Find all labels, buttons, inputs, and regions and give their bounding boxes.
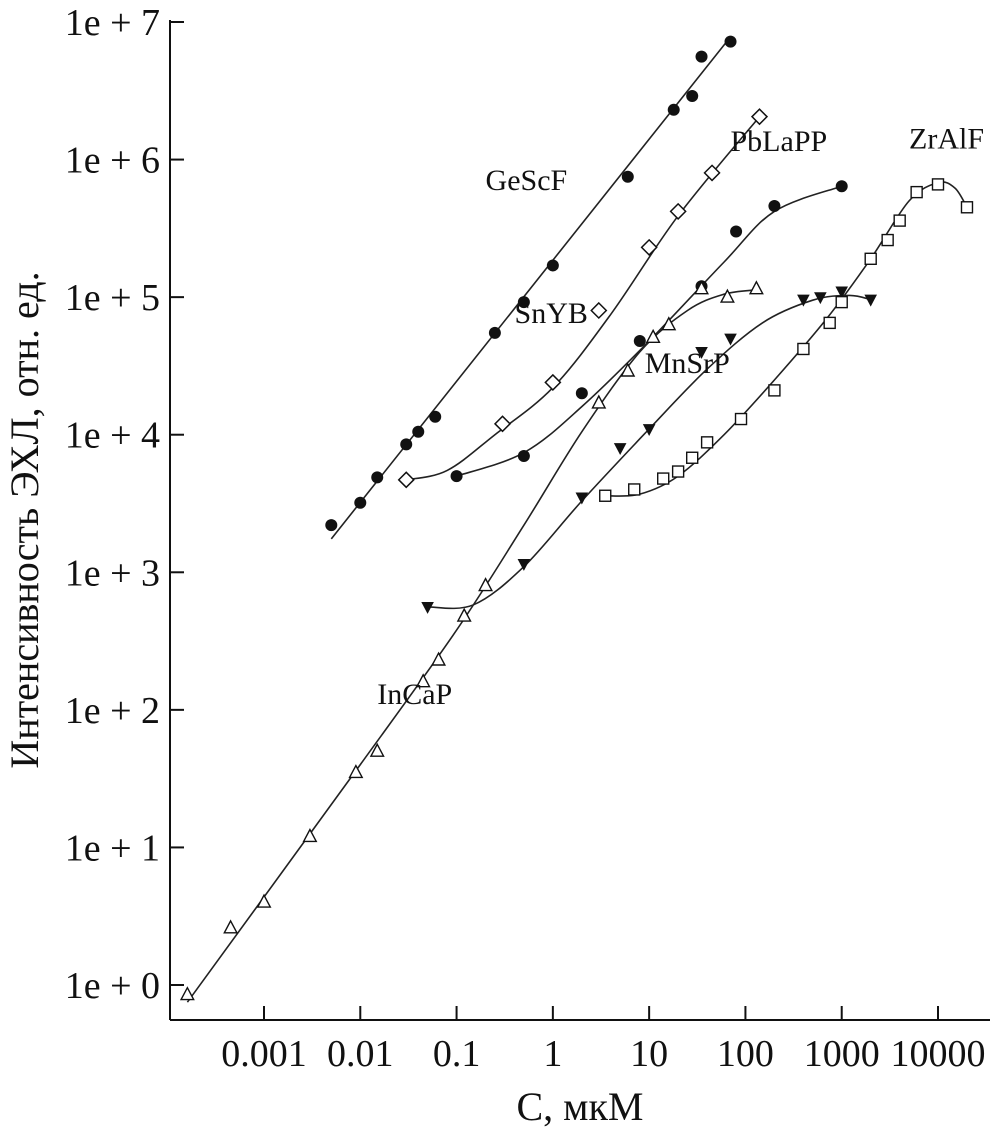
curve-zralf	[605, 182, 967, 496]
point-snyb	[399, 472, 414, 487]
point-mnsrp	[614, 443, 627, 455]
point-pblapp	[768, 200, 780, 212]
point-gescf	[622, 171, 634, 183]
y-tick-label: 1e + 6	[65, 140, 160, 182]
point-pblapp	[518, 450, 530, 462]
point-zralf	[865, 253, 876, 264]
axes-layer	[170, 20, 990, 1020]
point-zralf	[687, 452, 698, 463]
point-snyb	[495, 416, 510, 431]
point-pblapp	[730, 226, 742, 238]
point-mnsrp	[814, 292, 827, 304]
point-incap	[258, 895, 271, 907]
point-zralf	[702, 437, 713, 448]
point-zralf	[629, 484, 640, 495]
x-tick-label: 0.1	[433, 1033, 481, 1075]
x-tick-label: 1000	[804, 1033, 880, 1075]
x-tick-label: 100	[717, 1033, 774, 1075]
point-pblapp	[634, 335, 646, 347]
point-snyb	[545, 375, 560, 390]
point-mnsrp	[421, 602, 434, 614]
point-zralf	[736, 414, 747, 425]
point-zralf	[894, 215, 905, 226]
series-label-pblapp: PbLaPP	[731, 125, 828, 158]
point-snyb	[591, 303, 606, 318]
point-zralf	[600, 490, 611, 501]
series-label-mnsrp: MnSrP	[645, 347, 730, 380]
y-tick-label: 1e + 1	[65, 827, 160, 869]
point-snyb	[642, 240, 657, 255]
point-pblapp	[836, 180, 848, 192]
point-gescf	[725, 36, 737, 48]
point-snyb	[671, 204, 686, 219]
point-incap	[750, 282, 763, 294]
point-pblapp	[576, 387, 588, 399]
series-label-snyb: SnYB	[515, 297, 588, 330]
point-incap	[592, 396, 605, 408]
x-tick-label: 10000	[891, 1033, 986, 1075]
point-gescf	[547, 259, 559, 271]
series-label-incap: InCaP	[377, 678, 452, 711]
point-zralf	[824, 317, 835, 328]
y-tick-label: 1e + 2	[65, 690, 160, 732]
point-zralf	[961, 202, 972, 213]
point-zralf	[911, 187, 922, 198]
point-zralf	[769, 385, 780, 396]
markers-layer	[181, 36, 972, 1000]
curves-layer	[187, 37, 967, 1002]
point-gescf	[371, 471, 383, 483]
point-incap	[224, 921, 237, 933]
point-pblapp	[451, 470, 463, 482]
point-incap	[304, 830, 317, 842]
point-gescf	[325, 519, 337, 531]
point-zralf	[836, 297, 847, 308]
point-gescf	[429, 411, 441, 423]
y-tick-label: 1e + 3	[65, 552, 160, 594]
x-tick-label: 1	[543, 1033, 562, 1075]
point-incap	[350, 766, 363, 778]
point-gescf	[696, 51, 708, 63]
point-gescf	[668, 104, 680, 116]
x-tick-label: 10	[630, 1033, 668, 1075]
point-zralf	[933, 179, 944, 190]
point-mnsrp	[576, 493, 589, 505]
y-tick-label: 1e + 7	[65, 2, 160, 44]
x-tick-label: 0.001	[221, 1033, 307, 1075]
y-axis-title: Интенсивность ЭХЛ, отн. ед.	[2, 271, 47, 768]
point-zralf	[673, 466, 684, 477]
point-gescf	[412, 426, 424, 438]
point-mnsrp	[864, 295, 877, 307]
point-gescf	[489, 327, 501, 339]
y-tick-label: 1e + 0	[65, 965, 160, 1007]
point-zralf	[882, 235, 893, 246]
ticks-layer: 0.001 0.01 0.1 1 10 100 1000 10000 1e + 0 1e + 1 1…	[65, 2, 986, 1075]
point-gescf	[400, 438, 412, 450]
x-tick-label: 0.01	[327, 1033, 394, 1075]
point-incap	[662, 318, 675, 330]
curve-incap	[187, 290, 756, 1002]
y-tick-label: 1e + 4	[65, 415, 160, 457]
x-axis-title: C, мкМ	[517, 1084, 644, 1129]
series-label-gescf: GeScF	[486, 164, 568, 197]
point-incap	[181, 988, 194, 1000]
point-zralf	[798, 343, 809, 354]
chart-svg: 0.001 0.01 0.1 1 10 100 1000 10000 1e + 0 1e + 1 1…	[0, 0, 994, 1133]
point-mnsrp	[518, 559, 531, 571]
series-label-zralf: ZrAlF	[909, 123, 984, 156]
point-zralf	[658, 473, 669, 484]
y-tick-label: 1e + 5	[65, 277, 160, 319]
point-incap	[432, 653, 445, 665]
point-gescf	[686, 90, 698, 102]
point-gescf	[354, 497, 366, 509]
